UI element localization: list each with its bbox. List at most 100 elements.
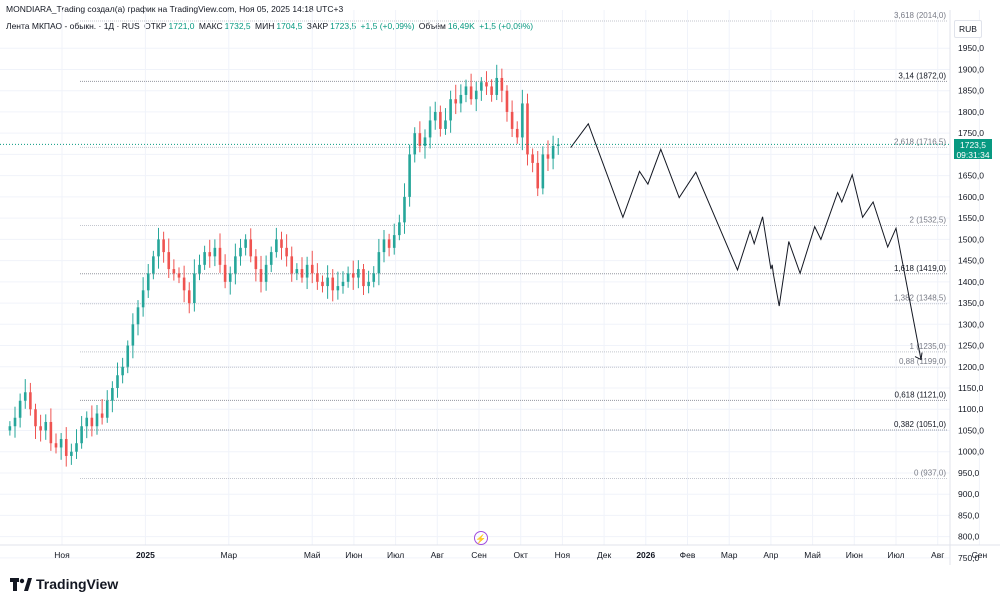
time-tick-label: Сен bbox=[471, 550, 487, 560]
grid-layer bbox=[0, 10, 980, 559]
candle-body bbox=[387, 239, 391, 248]
candle-body bbox=[316, 273, 319, 282]
candle-body bbox=[136, 307, 140, 325]
candle-body bbox=[469, 86, 473, 100]
price-tick-label: 1600,0 bbox=[958, 192, 984, 202]
candle-body bbox=[449, 99, 452, 121]
candle-body bbox=[326, 277, 329, 287]
fib-label: 0,382 (1051,0) bbox=[894, 420, 946, 429]
candle-body bbox=[275, 239, 278, 253]
legend-volume-value: 16,49K bbox=[447, 21, 475, 31]
price-tick-label: 1800,0 bbox=[958, 107, 984, 117]
candle-body bbox=[515, 128, 519, 138]
candle-body bbox=[59, 438, 63, 448]
candle-body bbox=[80, 426, 83, 444]
ohlc-legend: Лента МКПАО - обыкн. · 1Д · RUS ОТКР 1721… bbox=[6, 21, 535, 31]
price-tick-label: 1350,0 bbox=[958, 298, 984, 308]
candle-body bbox=[218, 247, 222, 265]
candle-body bbox=[264, 264, 268, 282]
candle-body bbox=[454, 99, 458, 104]
candle-body bbox=[464, 86, 468, 95]
chart-header-title: MONDIARA_Trading создал(а) график на Tra… bbox=[6, 4, 344, 14]
price-tick-label: 1650,0 bbox=[958, 171, 984, 181]
candle-body bbox=[305, 264, 309, 278]
time-tick-label: Июн bbox=[846, 550, 863, 560]
legend-symbol[interactable]: Лента МКПАО - обыкн. · 1Д · RUS bbox=[6, 21, 140, 31]
candle-body bbox=[536, 162, 540, 189]
candle-body bbox=[505, 90, 509, 112]
candle-body bbox=[70, 451, 73, 456]
candle-body bbox=[403, 196, 406, 223]
candle-body bbox=[490, 86, 493, 95]
candle-body bbox=[423, 137, 427, 146]
price-tick-label: 1950,0 bbox=[958, 43, 984, 53]
price-tick-label: 1500,0 bbox=[958, 234, 984, 244]
price-tick-label: 900,0 bbox=[958, 489, 980, 499]
price-tick-label: 1200,0 bbox=[958, 362, 984, 372]
price-tick-label: 1550,0 bbox=[958, 213, 984, 223]
candle-body bbox=[331, 277, 335, 291]
candle-body bbox=[244, 239, 247, 248]
price-tick-label: 1000,0 bbox=[958, 447, 984, 457]
time-axis: Ноя 2025 Мар Май Июн Июл Авг Сен Окт Ноя Дек 2026 Фе… bbox=[54, 550, 988, 560]
price-tick-label: 1050,0 bbox=[958, 425, 984, 435]
candle-body bbox=[228, 273, 232, 282]
candle-body bbox=[433, 111, 437, 121]
legend-high-label: МАКС bbox=[198, 21, 223, 31]
candle-body bbox=[285, 247, 288, 257]
candle-body bbox=[54, 443, 58, 448]
candle-body bbox=[408, 154, 411, 197]
time-tick-label: Окт bbox=[514, 550, 528, 560]
time-tick-label: Сен bbox=[972, 550, 988, 560]
candle-body bbox=[249, 239, 253, 257]
candle-body bbox=[500, 77, 504, 91]
time-tick-label: Мар bbox=[721, 550, 738, 560]
price-tick-label: 1450,0 bbox=[958, 256, 984, 266]
legend-close-label: ЗАКР bbox=[306, 21, 329, 31]
legend-volume-label: Объём bbox=[418, 21, 446, 31]
candle-body bbox=[269, 252, 273, 265]
flash-icon[interactable]: ⚡ bbox=[474, 531, 488, 545]
fib-label: 2,618 (1716,5) bbox=[894, 137, 946, 146]
candle-body bbox=[377, 252, 381, 274]
price-tick-label: 1900,0 bbox=[958, 64, 984, 74]
brand-name: TradingView bbox=[36, 576, 119, 592]
price-tick-label: 1300,0 bbox=[958, 319, 984, 329]
candle-body bbox=[126, 345, 130, 367]
fib-label: 0,88 (1199,0) bbox=[899, 357, 946, 366]
price-tick-label: 1750,0 bbox=[958, 128, 984, 138]
fib-label: 3,618 (2014,0) bbox=[894, 11, 946, 20]
candle-body bbox=[531, 154, 534, 163]
candle-body bbox=[362, 269, 365, 287]
candle-body bbox=[392, 235, 396, 248]
candles bbox=[8, 64, 560, 467]
time-tick-label: Апр bbox=[763, 550, 778, 560]
candle-body bbox=[208, 252, 212, 257]
candle-body bbox=[439, 111, 442, 129]
time-tick-label: Фев bbox=[680, 550, 696, 560]
candle-body bbox=[29, 392, 32, 410]
price-axis: 1950,01900,01850,01800,01750,01700,01650… bbox=[958, 43, 984, 563]
time-tick-label: Мар bbox=[220, 550, 237, 560]
tradingview-logo[interactable]: TradingView bbox=[10, 576, 118, 592]
candle-body bbox=[351, 273, 355, 278]
currency-selector[interactable]: RUB bbox=[954, 20, 982, 38]
candle-body bbox=[398, 222, 401, 236]
candle-body bbox=[167, 252, 171, 270]
candle-body bbox=[95, 413, 99, 427]
price-tick-label: 1250,0 bbox=[958, 341, 984, 351]
time-tick-label: Июл bbox=[387, 550, 404, 560]
price-tick-label: 1850,0 bbox=[958, 86, 984, 96]
candle-body bbox=[290, 256, 294, 274]
candle-body bbox=[367, 281, 370, 287]
candle-body bbox=[310, 264, 314, 274]
fib-label: 1,618 (1419,0) bbox=[894, 264, 946, 273]
candle-body bbox=[546, 154, 550, 159]
last-price-badge: 1723,5 09:31:34 bbox=[954, 139, 992, 160]
candle-body bbox=[521, 103, 524, 138]
candle-body bbox=[146, 273, 150, 291]
time-tick-label: Май bbox=[804, 550, 821, 560]
candle-body bbox=[556, 144, 560, 146]
candle-body bbox=[223, 264, 227, 282]
